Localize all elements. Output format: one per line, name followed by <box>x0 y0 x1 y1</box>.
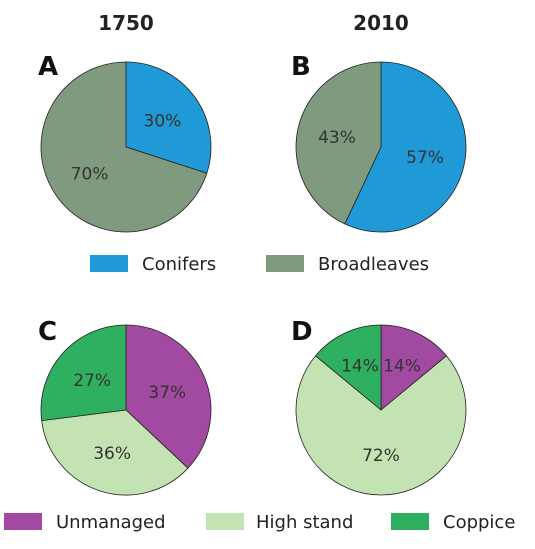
pie-slice-d-high-stand <box>295 355 467 496</box>
slice-label-d-unmanaged: 14% <box>383 356 421 376</box>
pie-slice-b-conifers <box>344 61 467 233</box>
slice-label-c-high-stand: 36% <box>93 444 131 464</box>
panel-letter-b: B <box>291 52 311 82</box>
pie-chart-a: 30% 70% <box>40 61 212 233</box>
legend-swatch-coppice <box>391 513 429 530</box>
legend-label-unmanaged: Unmanaged <box>56 512 166 533</box>
pie-slice-a-broadleaves <box>40 61 208 233</box>
pie-chart-c: 37% 36% 27% <box>40 324 212 496</box>
panel-letter-a: A <box>38 52 58 82</box>
slice-label-c-coppice: 27% <box>73 371 111 391</box>
slice-label-d-coppice: 14% <box>341 356 379 376</box>
slice-label-b-conifers: 57% <box>406 148 444 168</box>
legend-management: Unmanaged High stand Coppice <box>4 512 515 533</box>
pie-chart-b: 57% 43% <box>295 61 467 233</box>
pie-slice-c-high-stand <box>41 409 189 496</box>
slice-label-a-conifers: 30% <box>144 112 182 132</box>
slice-label-d-high-stand: 72% <box>362 446 400 466</box>
legend-swatch-high-stand <box>206 513 244 530</box>
legend-swatch-broadleaves <box>266 255 304 272</box>
pie-chart-d: 14% 72% 14% <box>295 324 467 496</box>
pie-slice-d-coppice <box>315 324 382 411</box>
slice-label-c-unmanaged: 37% <box>148 383 186 403</box>
slice-label-b-broadleaves: 43% <box>318 128 356 148</box>
pie-slice-a-conifers <box>125 61 212 174</box>
legend-swatch-unmanaged <box>4 513 42 530</box>
pie-slice-c-coppice <box>40 324 127 422</box>
legend-label-coppice: Coppice <box>443 512 515 533</box>
column-title-1750: 1750 <box>98 11 154 35</box>
pie-slice-b-broadleaves <box>295 61 382 225</box>
panel-letter-c: C <box>38 317 57 347</box>
column-title-2010: 2010 <box>353 11 409 35</box>
legend-label-high-stand: High stand <box>256 512 353 533</box>
legend-label-broadleaves: Broadleaves <box>318 254 429 275</box>
legend-species: Conifers Broadleaves <box>90 254 429 275</box>
pie-slice-c-unmanaged <box>125 324 212 469</box>
pie-slice-d-unmanaged <box>380 324 447 411</box>
slice-label-a-broadleaves: 70% <box>71 165 109 185</box>
legend-swatch-conifers <box>90 255 128 272</box>
legend-label-conifers: Conifers <box>142 254 216 275</box>
panel-letter-d: D <box>291 317 313 347</box>
